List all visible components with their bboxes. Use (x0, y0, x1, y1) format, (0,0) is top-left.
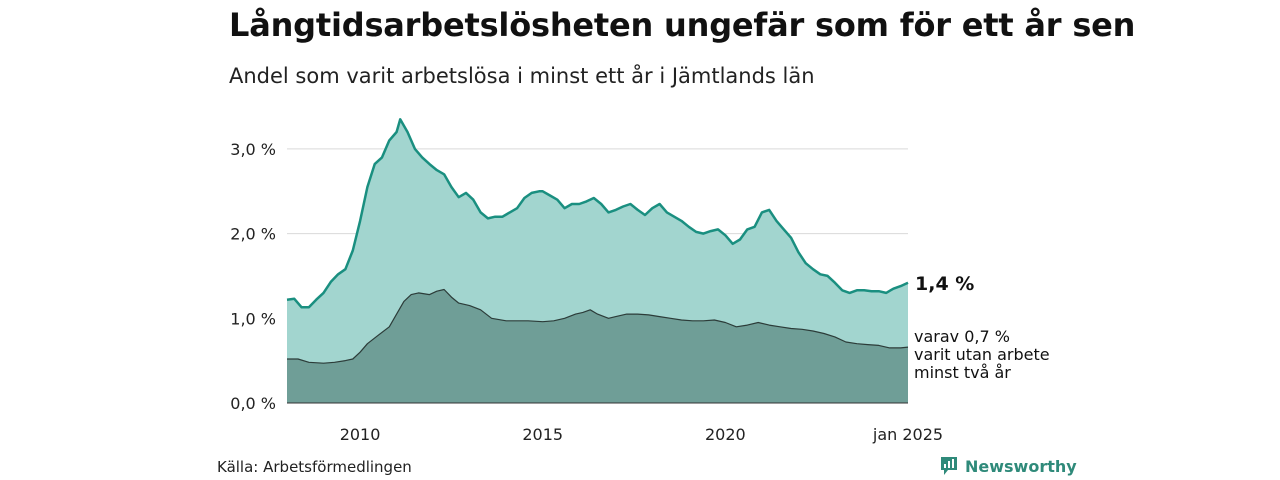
y-axis: 0,0 % 1,0 % 2,0 % 3,0 % (230, 140, 276, 413)
x-axis: 2010 2015 2020 jan 2025 (340, 425, 943, 444)
x-tick-label: 2010 (340, 425, 381, 444)
long-term-area (287, 289, 908, 403)
total-line (286, 118, 909, 309)
y-tick-label: 2,0 % (230, 225, 276, 244)
x-tick-label: 2015 (522, 425, 563, 444)
long-term-label-line: varav 0,7 % (914, 327, 1010, 346)
y-tick-label: 3,0 % (230, 140, 276, 159)
chart-title: Långtidsarbetslösheten ungefär som för e… (229, 6, 1136, 44)
y-tick-label: 0,0 % (230, 394, 276, 413)
long-term-label-line: minst två år (914, 363, 1011, 382)
total-end-label: 1,4 % (915, 273, 974, 295)
source-note: Källa: Arbetsförmedlingen (217, 458, 412, 476)
brand-name: Newsworthy (965, 456, 1077, 476)
chart-subtitle: Andel som varit arbetslösa i minst ett å… (229, 64, 815, 88)
long-term-label-line: varit utan arbete (914, 345, 1050, 364)
y-tick-label: 1,0 % (230, 309, 276, 328)
long-term-line (287, 288, 909, 364)
x-tick-label: jan 2025 (872, 425, 943, 444)
x-tick-label: 2020 (705, 425, 746, 444)
brand-logo[interactable]: Newsworthy (939, 455, 1077, 477)
newsworthy-icon (941, 457, 957, 475)
